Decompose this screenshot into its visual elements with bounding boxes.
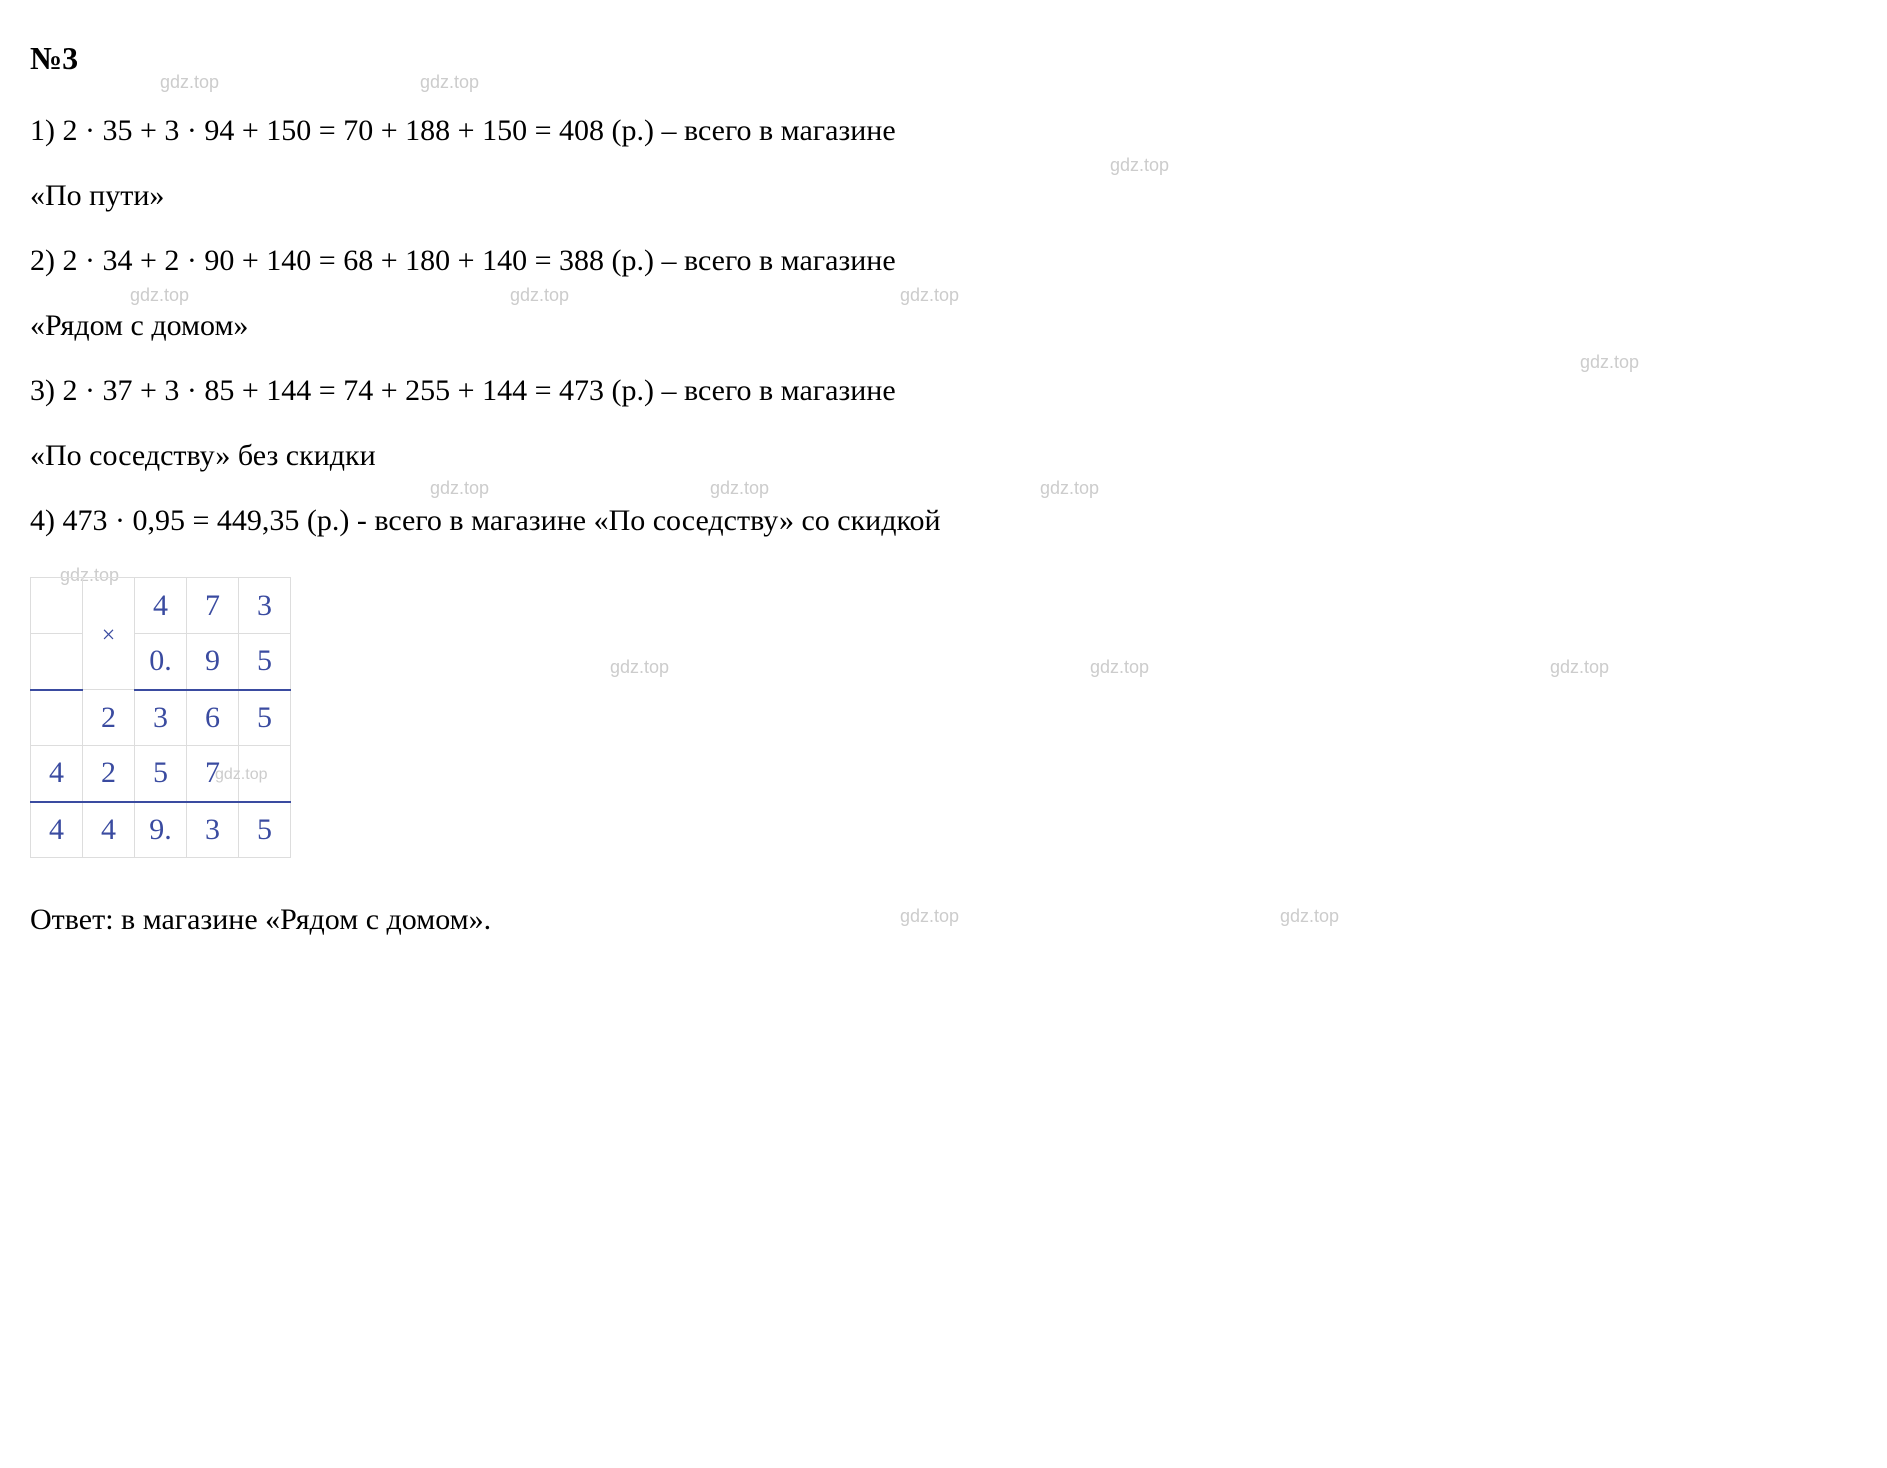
table-cell: 4 — [83, 802, 135, 858]
table-cell: 0. — [135, 634, 187, 690]
step-4: 4) 473 · 0,95 = 449,35 (р.) - всего в ма… — [30, 492, 1830, 549]
step-2-text: 2) 2 · 34 + 2 · 90 + 140 = 68 + 180 + 14… — [30, 244, 896, 277]
calculation-table-wrapper: gdz.top × 4 7 3 0. 9 5 2 3 6 5 — [30, 557, 1830, 888]
table-cell: 6 — [187, 690, 239, 746]
table-cell: 2 — [83, 690, 135, 746]
step-1: 1) 2 · 35 + 3 · 94 + 150 = 70 + 188 + 15… — [30, 102, 1830, 159]
exercise-number: №3 gdz.top gdz.top — [30, 40, 1830, 77]
watermark: gdz.top — [900, 906, 959, 927]
table-cell: 4 — [135, 578, 187, 634]
table-cell: 4 — [31, 746, 83, 802]
heading-text: №3 — [30, 40, 78, 76]
watermark: gdz.top — [1280, 906, 1339, 927]
watermark: gdz.top — [1090, 657, 1149, 678]
table-cell — [31, 578, 83, 634]
step-1-cont: «По пути» — [30, 167, 1830, 224]
table-cell: 7 — [187, 578, 239, 634]
document-content: №3 gdz.top gdz.top 1) 2 · 35 + 3 · 94 + … — [30, 40, 1830, 937]
table-row: × 4 7 3 — [31, 578, 291, 634]
step-3: 3) 2 · 37 + 3 · 85 + 144 = 74 + 255 + 14… — [30, 362, 1830, 419]
table-cell — [31, 634, 83, 690]
table-cell: 3 — [187, 802, 239, 858]
table-cell: 2 — [83, 746, 135, 802]
table-row: 0. 9 5 — [31, 634, 291, 690]
table-cell — [31, 690, 83, 746]
step-2: 2) 2 · 34 + 2 · 90 + 140 = 68 + 180 + 14… — [30, 232, 1830, 289]
step-3-text: 3) 2 · 37 + 3 · 85 + 144 = 74 + 255 + 14… — [30, 374, 896, 407]
watermark: gdz.top — [510, 285, 569, 306]
watermark: gdz.top — [420, 72, 479, 93]
watermark: gdz.top — [1110, 155, 1169, 176]
step-4-text: 4) 473 · 0,95 = 449,35 (р.) - всего в ма… — [30, 504, 941, 537]
table-cell: 3 — [239, 578, 291, 634]
step-3-cont: «По соседству» без скидки — [30, 427, 1830, 484]
watermark: gdz.top — [1550, 657, 1609, 678]
table-row: 2 3 6 5 — [31, 690, 291, 746]
times-cell: × — [83, 578, 135, 690]
watermark: gdz.top — [610, 657, 669, 678]
table-cell: 5 — [135, 746, 187, 802]
table-row: 4 4 9. 3 5 — [31, 802, 291, 858]
watermark: gdz.top — [160, 72, 219, 93]
table-row: 4 2 5 7gdz.top — [31, 746, 291, 802]
watermark: gdz.top — [900, 285, 959, 306]
watermark: gdz.top — [130, 285, 189, 306]
table-cell: 7gdz.top — [187, 746, 239, 802]
table-cell: 5 — [239, 802, 291, 858]
multiplication-table: × 4 7 3 0. 9 5 2 3 6 5 4 2 5 — [30, 577, 291, 858]
step-1-text: 1) 2 · 35 + 3 · 94 + 150 = 70 + 188 + 15… — [30, 114, 896, 147]
multiply-sign: × — [102, 622, 116, 648]
table-cell: 3 — [135, 690, 187, 746]
table-cell: 9 — [187, 634, 239, 690]
table-cell: 4 — [31, 802, 83, 858]
watermark: gdz.top — [215, 766, 267, 784]
table-cell: 5 — [239, 634, 291, 690]
table-cell: 5 — [239, 690, 291, 746]
table-cell: 9. — [135, 802, 187, 858]
